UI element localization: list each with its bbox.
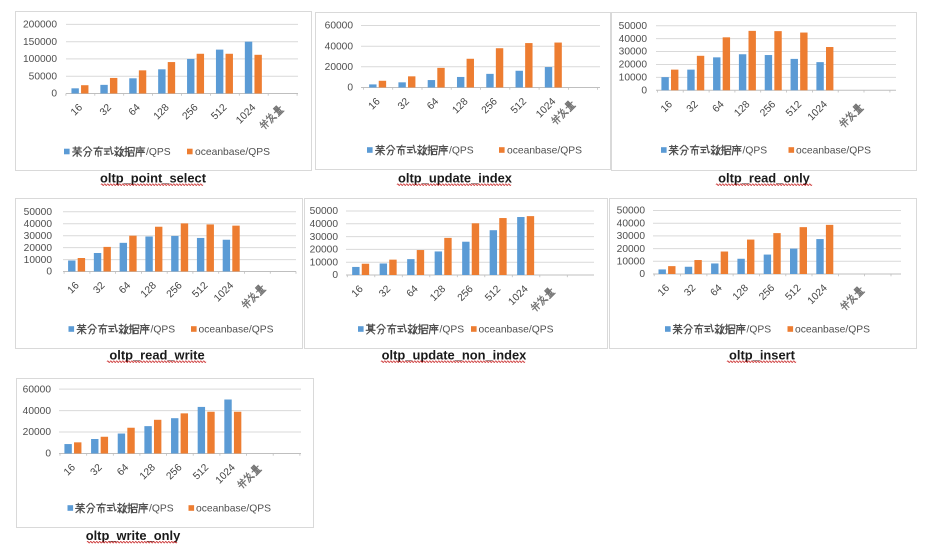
- svg-text:oltp_read_only: oltp_read_only: [718, 171, 811, 186]
- svg-text:40000: 40000: [619, 34, 648, 45]
- svg-text:40000: 40000: [310, 219, 339, 230]
- svg-text:oceanbase/QPS: oceanbase/QPS: [507, 146, 582, 157]
- svg-text:10000: 10000: [619, 73, 648, 84]
- svg-text:/QPS: /QPS: [146, 147, 171, 158]
- svg-text:20000: 20000: [617, 244, 646, 255]
- svg-text:oltp_write_only: oltp_write_only: [86, 528, 181, 543]
- svg-text:oltp_update_index: oltp_update_index: [398, 171, 513, 186]
- svg-text:40000: 40000: [617, 218, 646, 229]
- svg-text:40000: 40000: [325, 41, 354, 52]
- svg-text:30000: 30000: [24, 231, 53, 242]
- svg-text:150000: 150000: [23, 37, 57, 48]
- svg-text:10000: 10000: [24, 255, 53, 266]
- svg-text:20000: 20000: [325, 62, 354, 73]
- svg-text:50000: 50000: [29, 71, 58, 82]
- svg-text:200000: 200000: [23, 20, 57, 31]
- svg-text:oltp_update_non_index: oltp_update_non_index: [382, 348, 528, 363]
- svg-text:50000: 50000: [617, 206, 646, 217]
- svg-text:/QPS: /QPS: [151, 325, 176, 336]
- svg-text:oceanbase/QPS: oceanbase/QPS: [795, 325, 870, 336]
- svg-text:0: 0: [51, 89, 57, 100]
- svg-text:/QPS: /QPS: [440, 325, 465, 336]
- svg-text:oltp_read_write: oltp_read_write: [109, 348, 204, 363]
- svg-text:100000: 100000: [23, 54, 57, 65]
- svg-text:/QPS: /QPS: [747, 325, 772, 336]
- svg-text:oceanbase/QPS: oceanbase/QPS: [195, 147, 270, 158]
- svg-text:0: 0: [332, 270, 338, 281]
- svg-text:40000: 40000: [24, 219, 53, 230]
- svg-text:50000: 50000: [619, 21, 648, 32]
- svg-text:0: 0: [639, 269, 645, 280]
- svg-text:0: 0: [45, 449, 51, 460]
- svg-text:20000: 20000: [619, 60, 648, 71]
- svg-text:0: 0: [46, 267, 52, 278]
- svg-text:oltp_point_select: oltp_point_select: [100, 171, 207, 186]
- svg-text:40000: 40000: [23, 406, 52, 417]
- svg-text:60000: 60000: [23, 384, 52, 395]
- svg-text:oceanbase/QPS: oceanbase/QPS: [796, 146, 871, 157]
- svg-text:30000: 30000: [619, 47, 648, 58]
- svg-text:oceanbase/QPS: oceanbase/QPS: [479, 325, 554, 336]
- svg-text:10000: 10000: [617, 257, 646, 268]
- svg-text:/QPS: /QPS: [149, 504, 174, 515]
- svg-text:oltp_insert: oltp_insert: [729, 348, 796, 363]
- svg-text:0: 0: [641, 86, 647, 97]
- svg-text:/QPS: /QPS: [449, 146, 474, 157]
- svg-text:20000: 20000: [310, 245, 339, 256]
- svg-text:20000: 20000: [24, 243, 53, 254]
- svg-text:/QPS: /QPS: [743, 146, 768, 157]
- svg-text:20000: 20000: [23, 427, 52, 438]
- svg-text:50000: 50000: [24, 207, 53, 218]
- svg-text:50000: 50000: [310, 206, 339, 217]
- svg-text:30000: 30000: [617, 231, 646, 242]
- svg-text:30000: 30000: [310, 232, 339, 243]
- svg-text:oceanbase/QPS: oceanbase/QPS: [199, 325, 274, 336]
- svg-text:0: 0: [347, 83, 353, 94]
- svg-text:10000: 10000: [310, 257, 339, 268]
- svg-text:oceanbase/QPS: oceanbase/QPS: [196, 504, 271, 515]
- svg-text:60000: 60000: [325, 21, 354, 32]
